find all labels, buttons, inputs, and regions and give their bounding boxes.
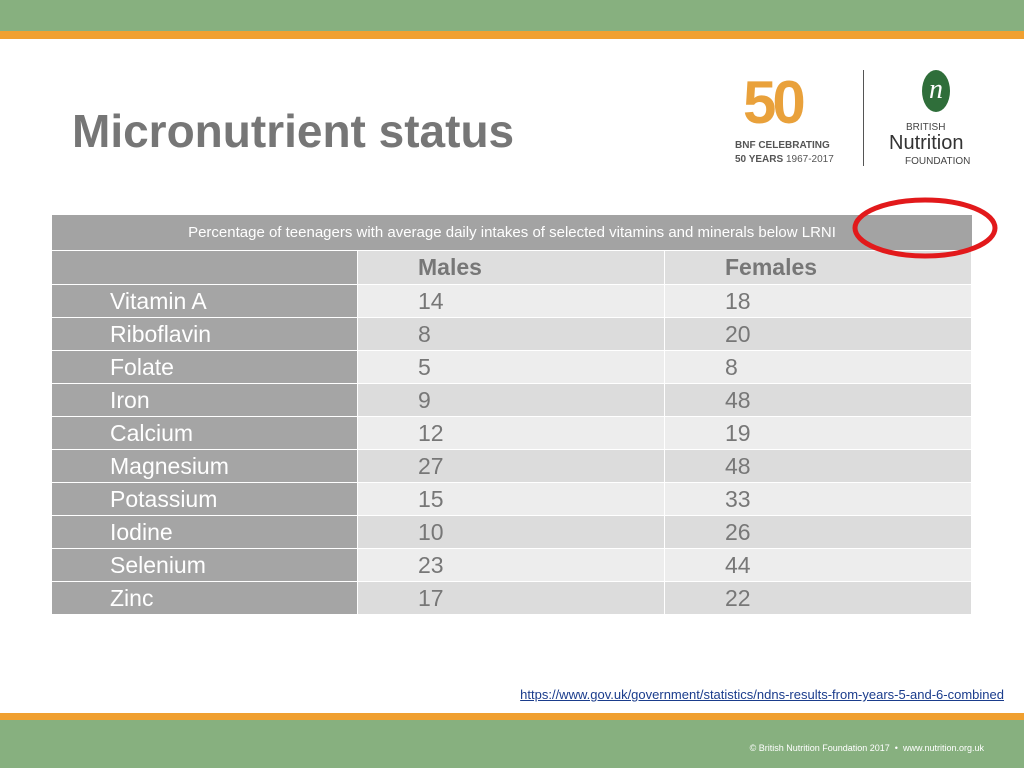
row-label: Vitamin A xyxy=(52,285,358,318)
row-label: Riboflavin xyxy=(52,318,358,351)
value-cell: 12 xyxy=(358,417,665,450)
logo-org3: FOUNDATION xyxy=(905,156,971,167)
bnf-50-logo: 50 BNF CELEBRATING 50 YEARS 1967-2017 xyxy=(735,68,840,168)
value-cell: 15 xyxy=(358,483,665,516)
row-label: Potassium xyxy=(52,483,358,516)
title: Micronutrient status xyxy=(72,105,515,157)
table-caption: Percentage of teenagers with average dai… xyxy=(52,215,972,251)
logo-caption: BNF CELEBRATING xyxy=(735,140,830,151)
row-label: Magnesium xyxy=(52,450,358,483)
row-label: Iodine xyxy=(52,516,358,549)
logo-span: 1967-2017 xyxy=(785,154,834,165)
column-header: Males xyxy=(358,251,665,285)
value-cell: 48 xyxy=(665,450,972,483)
row-label: Iron xyxy=(52,384,358,417)
row-label: Selenium xyxy=(52,549,358,582)
value-cell: 9 xyxy=(358,384,665,417)
highlight-ellipse xyxy=(852,197,998,259)
top-bar xyxy=(0,0,1024,31)
value-cell: 48 xyxy=(665,384,972,417)
value-cell: 26 xyxy=(665,516,972,549)
source-link[interactable]: https://www.gov.uk/government/statistics… xyxy=(520,687,1004,702)
logo-badge: 50 xyxy=(743,69,806,136)
value-cell: 14 xyxy=(358,285,665,318)
bottom-bar xyxy=(0,720,1024,768)
row-label: Calcium xyxy=(52,417,358,450)
value-cell: 19 xyxy=(665,417,972,450)
header-empty xyxy=(52,251,358,285)
footer: © British Nutrition Foundation 2017 • ww… xyxy=(749,743,984,753)
value-cell: 8 xyxy=(358,318,665,351)
value-cell: 44 xyxy=(665,549,972,582)
logo-years: 50 YEARS 1967-2017 xyxy=(735,154,834,165)
value-cell: 8 xyxy=(665,351,972,384)
value-cell: 10 xyxy=(358,516,665,549)
highlight xyxy=(852,197,998,259)
value-cell: 20 xyxy=(665,318,972,351)
value-cell: 5 xyxy=(358,351,665,384)
value-cell: 17 xyxy=(358,582,665,615)
bnf-logo: n BRITISH Nutrition FOUNDATION xyxy=(880,70,990,170)
logo-org1: BRITISH xyxy=(906,122,946,133)
logo-mark: n xyxy=(922,70,950,112)
top-stripe xyxy=(0,31,1024,39)
logo-years-text: 50 YEARS xyxy=(735,154,784,165)
bottom-stripe xyxy=(0,713,1024,720)
value-cell: 18 xyxy=(665,285,972,318)
row-label: Zinc xyxy=(52,582,358,615)
row-label: Folate xyxy=(52,351,358,384)
value-cell: 27 xyxy=(358,450,665,483)
value-cell: 22 xyxy=(665,582,972,615)
value-cell: 33 xyxy=(665,483,972,516)
logo-org2: Nutrition xyxy=(889,132,964,154)
logo-divider xyxy=(863,70,864,166)
value-cell: 23 xyxy=(358,549,665,582)
